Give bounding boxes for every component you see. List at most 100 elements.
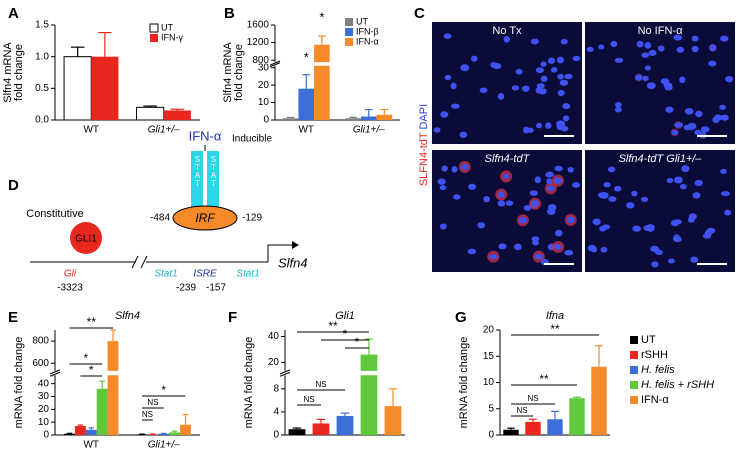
- nucleus: [598, 44, 605, 50]
- gene-label: Slfn4: [278, 255, 308, 270]
- nucleus: [587, 244, 597, 252]
- nucleus: [511, 85, 520, 91]
- stimulus-label: IFN-α: [189, 128, 222, 143]
- nucleus: [632, 225, 641, 232]
- legend-label: UT: [641, 334, 656, 346]
- legend-label: IFN-α: [356, 36, 379, 46]
- y-axis-label: fold change: [13, 44, 25, 101]
- nucleus: [538, 88, 547, 95]
- bar: [158, 433, 170, 435]
- bar: [136, 106, 165, 121]
- nucleus: [720, 191, 730, 197]
- nucleus: [559, 79, 569, 86]
- nucleus: [684, 107, 694, 115]
- comparison-label: *: [161, 383, 166, 397]
- nucleus: [665, 106, 674, 113]
- nucleus: [503, 173, 510, 180]
- y-axis-label: Slfn4 mRNA: [222, 42, 234, 103]
- nucleus: [556, 120, 566, 128]
- y-axis-label: mRNA fold change: [13, 337, 25, 429]
- bar: [384, 406, 402, 435]
- y-tick-label: 20: [268, 357, 280, 368]
- bar: [91, 56, 119, 120]
- position-label: -157: [206, 283, 226, 294]
- nucleus: [673, 34, 682, 41]
- nucleus: [503, 35, 510, 43]
- bar: [169, 432, 181, 435]
- position-label: -239: [176, 283, 196, 294]
- nucleus: [603, 181, 611, 188]
- significance: *: [319, 9, 324, 24]
- factor-label: STAT: [193, 155, 202, 187]
- y-tick-label: 10: [38, 417, 50, 428]
- nucleus: [545, 122, 552, 129]
- nucleus: [700, 126, 710, 133]
- nucleus: [439, 185, 447, 191]
- bar: [569, 398, 585, 435]
- legend-label: UT: [356, 16, 368, 26]
- chart-title: Slfn4: [115, 310, 140, 322]
- y-tick-label: 15: [483, 351, 495, 362]
- nucleus: [708, 60, 717, 67]
- nucleus: [479, 87, 488, 93]
- nucleus: [666, 177, 674, 184]
- nucleus: [547, 57, 555, 64]
- comparison-label: NS: [142, 410, 153, 419]
- tss-arrow: [267, 244, 292, 262]
- nucleus: [566, 216, 575, 224]
- comparison-label: **: [550, 322, 560, 336]
- nucleus: [648, 49, 657, 56]
- y-tick-label: 1600: [247, 20, 270, 31]
- nucleus: [650, 245, 660, 253]
- nucleus: [535, 67, 544, 74]
- nucleus: [546, 185, 556, 191]
- nucleus: [557, 73, 564, 80]
- legend-label: IFN-α: [641, 394, 669, 406]
- factor-label: GLI1: [75, 234, 97, 245]
- nucleus: [674, 219, 682, 225]
- nucleus: [467, 248, 477, 255]
- y-tick-label: 10: [258, 97, 270, 108]
- panel-letter: A: [8, 5, 19, 22]
- nucleus: [720, 35, 729, 42]
- break-mark: [49, 369, 61, 375]
- nucleus: [683, 124, 691, 131]
- nucleus: [692, 192, 701, 199]
- y-tick-label: 30: [258, 62, 270, 73]
- nucleus: [709, 44, 717, 52]
- nucleus: [489, 254, 498, 260]
- nucleus: [554, 165, 563, 172]
- comparison-label: NS: [527, 394, 538, 403]
- nucleus: [468, 183, 477, 190]
- nucleus: [532, 239, 539, 246]
- legend-swatch: [630, 381, 638, 389]
- nucleus: [440, 111, 449, 118]
- nucleus: [515, 68, 523, 75]
- stain-label-red: SLFN4-tdT: [418, 132, 430, 186]
- comparison-label: NS: [147, 398, 158, 407]
- nucleus: [451, 165, 458, 173]
- nucleus: [681, 165, 690, 173]
- bar: [64, 433, 75, 435]
- nucleus: [440, 223, 447, 230]
- bar: [74, 426, 86, 435]
- comparison-label: *: [89, 363, 94, 377]
- nucleus: [555, 229, 563, 237]
- comparison-label: NS: [516, 406, 527, 415]
- bar: [547, 419, 563, 435]
- y-tick-label: 5: [488, 403, 494, 414]
- nucleus: [530, 38, 539, 45]
- bar: [147, 434, 159, 435]
- break-mark: [269, 62, 281, 68]
- y-axis-label: mRNA fold change: [458, 337, 470, 429]
- nucleus: [691, 35, 699, 42]
- nucleus: [564, 73, 573, 80]
- image-label: No Tx: [492, 25, 522, 37]
- nucleus: [505, 200, 514, 206]
- nucleus: [531, 200, 539, 208]
- nucleus: [497, 200, 506, 207]
- y-tick-label: 0.0: [35, 115, 49, 126]
- bar: [503, 429, 519, 435]
- nucleus: [545, 171, 555, 178]
- nucleus: [523, 205, 532, 211]
